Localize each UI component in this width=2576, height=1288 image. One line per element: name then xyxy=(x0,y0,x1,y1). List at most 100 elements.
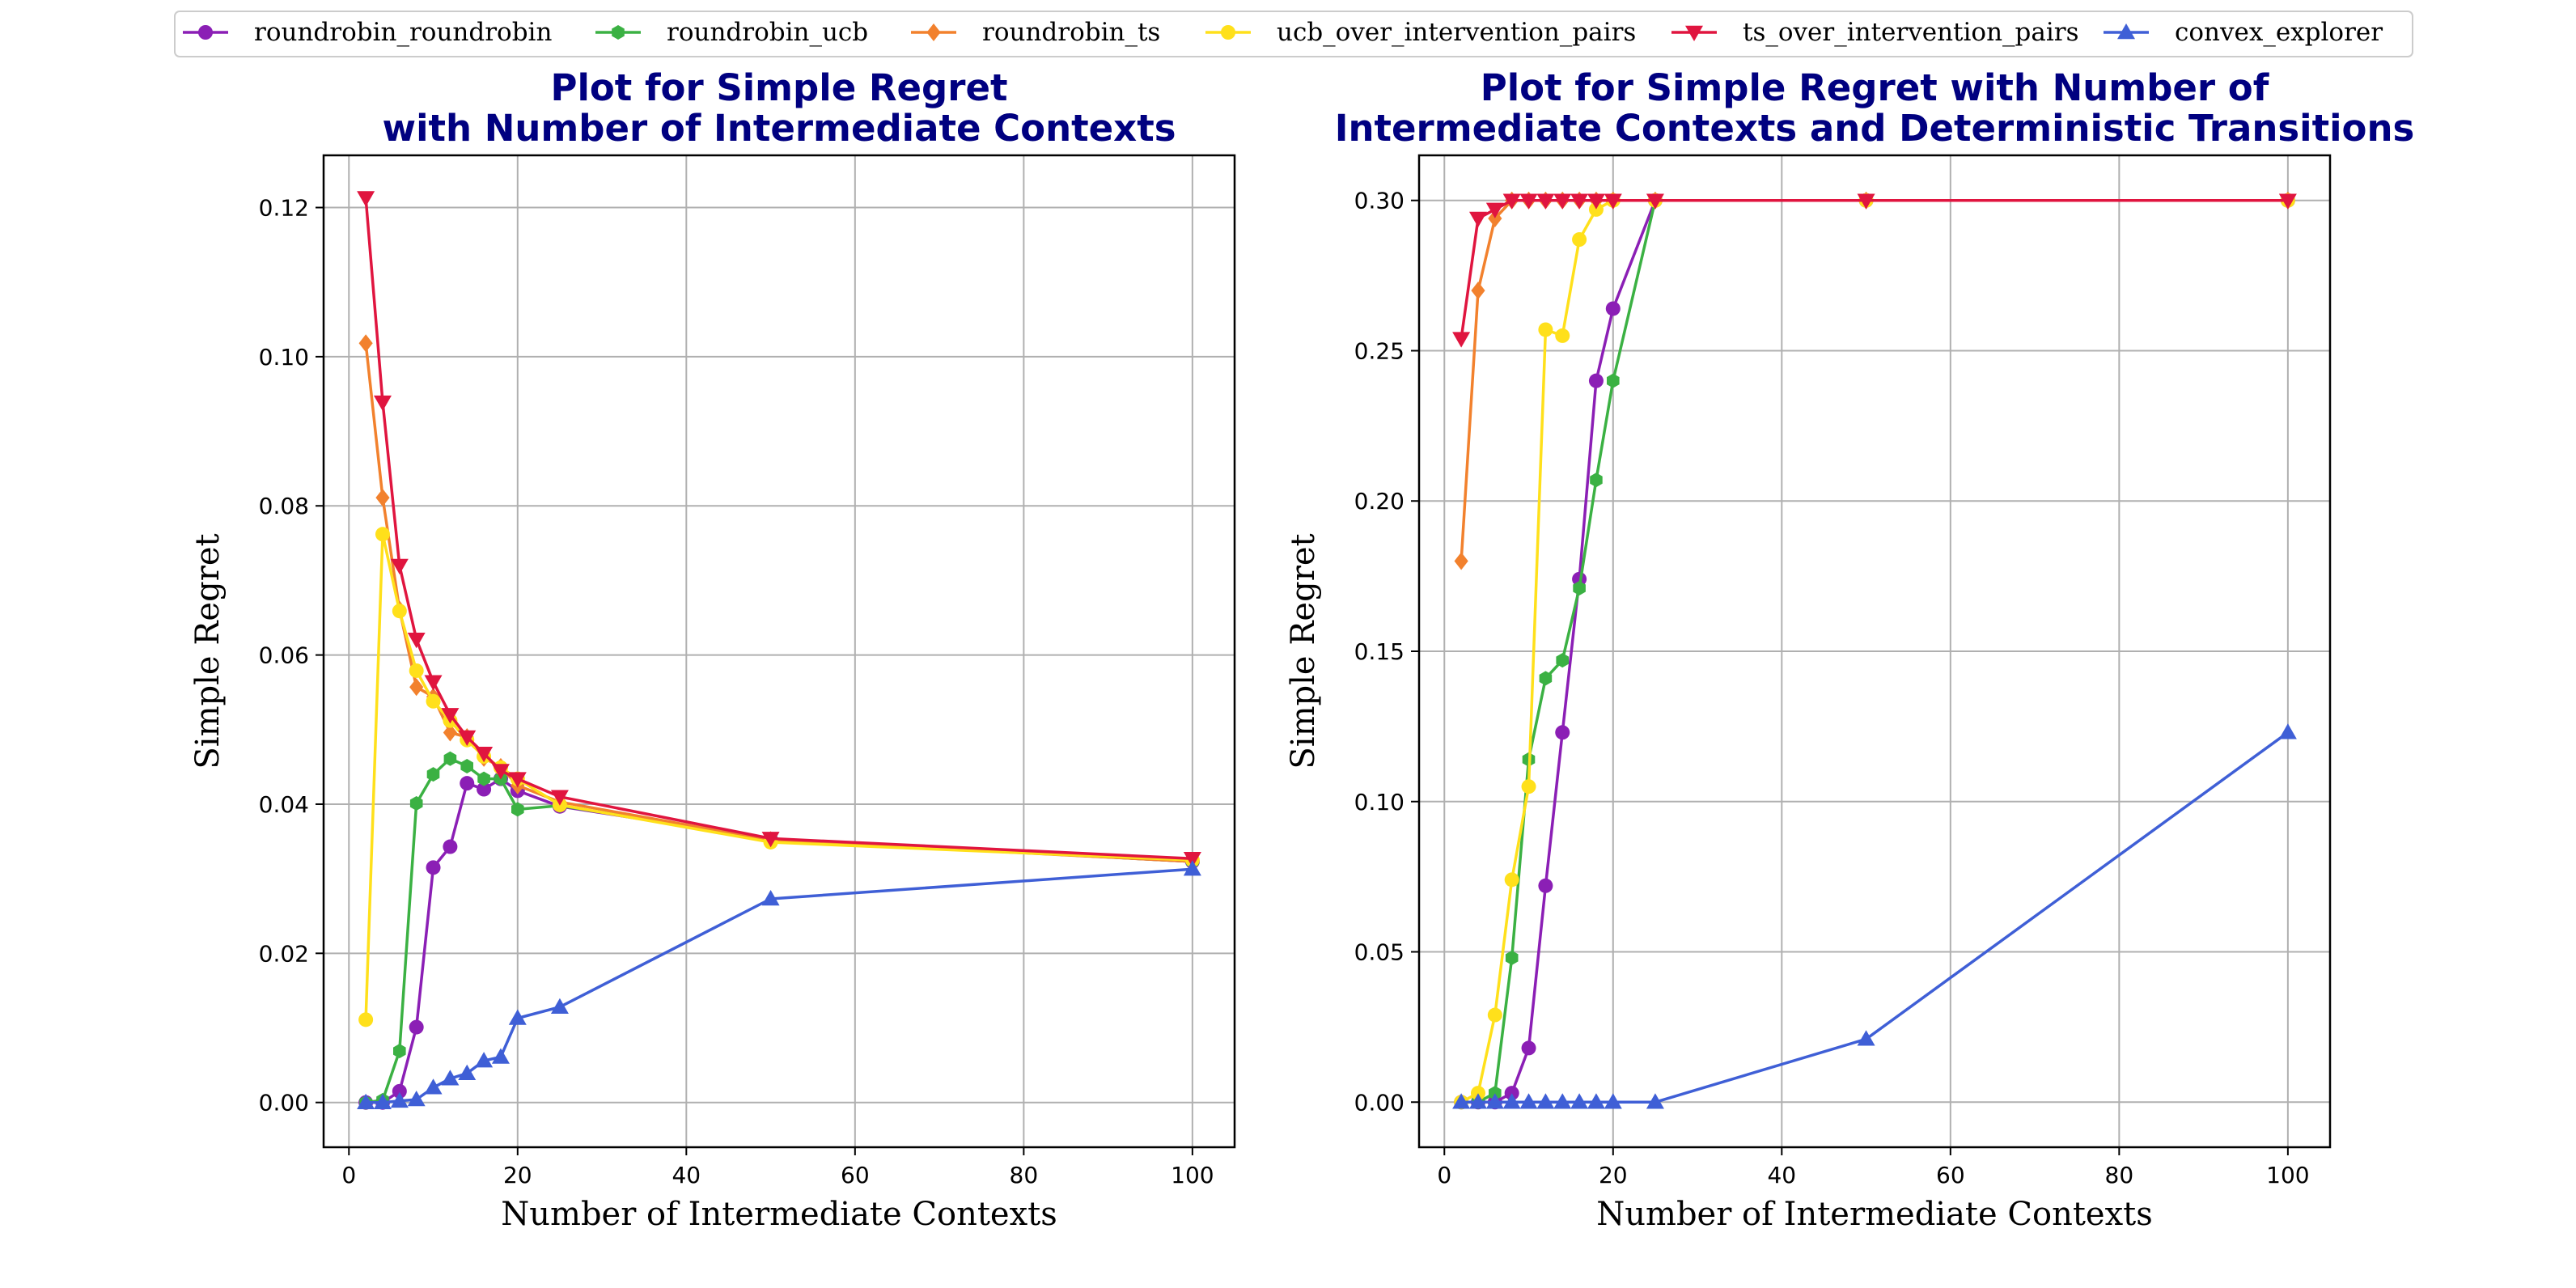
left-plot-panel: 0 20 40 60 80 100 0.00 0.02 0.04 0.06 0.08 0.10 0.12… xyxy=(189,66,1236,1233)
right-plot-y-tick-label: 0.05 xyxy=(1354,939,1405,966)
right-plot-title-line-2: Intermediate Contexts and Deterministic … xyxy=(1335,107,2415,150)
right-plot-point-convex-explorer xyxy=(1468,1093,1487,1109)
right-plot-point-ts-over-intervention-pairs xyxy=(1570,193,1589,210)
right-plot-point-roundrobin-ucb xyxy=(1539,671,1553,686)
right-plot-point-roundrobin-ts xyxy=(1471,282,1485,300)
legend-label-roundrobin-ucb: roundrobin_ucb xyxy=(667,18,868,47)
left-plot-point-ts-over-intervention-pairs xyxy=(458,730,477,747)
right-plot-point-convex-explorer xyxy=(1570,1093,1589,1109)
right-plot-panel: 0 20 40 60 80 100 0.00 0.05 0.10 0.15 0.20 0.25 0.30… xyxy=(1285,66,2414,1233)
right-plot-point-ucb-over-intervention-pairs xyxy=(1572,232,1587,248)
left-plot-point-roundrobin-ucb xyxy=(426,767,440,782)
right-plot-y-axis-label: Simple Regret xyxy=(1285,533,1322,769)
right-plot-x-tick-label: 20 xyxy=(1599,1162,1628,1188)
right-plot-point-roundrobin-roundrobin xyxy=(1538,878,1553,893)
legend-marker-roundrobin-ucb xyxy=(612,25,625,40)
left-plot-point-convex-explorer xyxy=(508,1009,527,1025)
right-plot-point-roundrobin-roundrobin xyxy=(1555,725,1570,740)
right-plot-x-tick-label: 40 xyxy=(1767,1162,1796,1188)
right-plot-point-ts-over-intervention-pairs xyxy=(1536,193,1555,210)
left-plot-point-ucb-over-intervention-pairs xyxy=(409,663,424,678)
left-plot-point-roundrobin-ts xyxy=(375,489,390,507)
right-plot-point-convex-explorer xyxy=(1536,1093,1555,1109)
legend-marker-roundrobin-roundrobin xyxy=(198,25,213,40)
right-plot-point-roundrobin-ts xyxy=(1488,210,1502,228)
right-plot-point-roundrobin-ucb xyxy=(1505,950,1519,965)
right-plot-point-ts-over-intervention-pairs xyxy=(1452,332,1471,348)
right-plot-point-ucb-over-intervention-pairs xyxy=(1538,322,1553,337)
left-plot-point-convex-explorer xyxy=(491,1048,510,1064)
right-plot-point-convex-explorer xyxy=(1587,1093,1605,1109)
right-plot-point-roundrobin-ucb xyxy=(1607,373,1620,388)
right-plot-x-axis-label: Number of Intermediate Contexts xyxy=(1596,1196,2153,1233)
legend-label-roundrobin-ts: roundrobin_ts xyxy=(982,18,1160,47)
left-plot-point-roundrobin-ts xyxy=(443,723,457,742)
left-plot-point-roundrobin-roundrobin xyxy=(460,776,475,791)
right-plot-point-roundrobin-ucb xyxy=(1556,653,1569,668)
right-plot-point-ts-over-intervention-pairs xyxy=(1519,193,1538,210)
right-plot-point-convex-explorer xyxy=(1553,1093,1572,1109)
right-plot-point-convex-explorer xyxy=(1502,1093,1521,1109)
left-plot-y-tick-label: 0.08 xyxy=(259,493,309,519)
left-plot-point-ts-over-intervention-pairs xyxy=(390,558,409,574)
right-plot-point-roundrobin-ts xyxy=(1454,552,1468,570)
right-plot-point-ts-over-intervention-pairs xyxy=(1646,193,1664,210)
left-plot-y-tick-label: 0.04 xyxy=(259,791,309,818)
left-plot-point-roundrobin-ucb xyxy=(443,751,457,766)
legend-items: roundrobin_roundrobin roundrobin_ucb round… xyxy=(183,18,2383,47)
left-plot-y-tick-label: 0.02 xyxy=(259,940,309,967)
right-plot-series-ts-over-intervention-pairs xyxy=(1452,193,2297,348)
left-plot-series xyxy=(357,191,1201,1110)
left-plot-point-ucb-over-intervention-pairs xyxy=(358,1012,374,1027)
left-plot-point-convex-explorer xyxy=(761,890,780,906)
left-plot-title-line-1: Plot for Simple Regret xyxy=(550,66,1007,109)
right-plot-point-roundrobin-ucb xyxy=(1489,1086,1502,1101)
right-plot-point-convex-explorer xyxy=(1452,1093,1471,1109)
legend-label-convex-explorer: convex_explorer xyxy=(2175,18,2383,47)
left-plot-point-roundrobin-roundrobin xyxy=(409,1019,424,1035)
right-plot-point-ts-over-intervention-pairs xyxy=(1468,211,1487,228)
left-plot-point-roundrobin-ucb xyxy=(393,1044,406,1059)
left-plot-frame xyxy=(322,154,1236,1149)
left-plot-point-roundrobin-roundrobin xyxy=(426,860,441,875)
left-plot-y-axis-label: Simple Regret xyxy=(189,533,227,769)
right-plot-point-roundrobin-roundrobin xyxy=(1521,1040,1536,1056)
left-plot-point-roundrobin-ts xyxy=(409,678,424,697)
right-plot-y-tick-label: 0.00 xyxy=(1354,1089,1405,1116)
legend-label-roundrobin-roundrobin: roundrobin_roundrobin xyxy=(254,18,552,47)
right-plot-x-tick-label: 100 xyxy=(2266,1162,2309,1188)
legend-frame xyxy=(174,11,2413,57)
left-plot-point-ts-over-intervention-pairs xyxy=(1183,852,1201,868)
right-plot-point-ucb-over-intervention-pairs xyxy=(1588,201,1604,217)
left-plot-point-ts-over-intervention-pairs xyxy=(407,633,426,649)
right-plot-x-tick-label: 0 xyxy=(1437,1162,1451,1188)
left-plot-point-ts-over-intervention-pairs xyxy=(761,832,780,848)
left-plot-title-line-2: with Number of Intermediate Contexts xyxy=(383,107,1176,150)
left-plot-series-convex-explorer xyxy=(357,860,1201,1109)
legend-marker-roundrobin-ts xyxy=(926,23,941,41)
left-plot-point-convex-explorer xyxy=(441,1070,460,1086)
right-plot-ticks: 0 20 40 60 80 100 0.00 0.05 0.10 0.15 0.20 0.25 0.30 xyxy=(1354,188,2310,1188)
left-plot-point-roundrobin-ucb xyxy=(460,759,473,773)
left-plot-point-convex-explorer xyxy=(407,1091,426,1107)
right-plot-point-convex-explorer xyxy=(1604,1093,1622,1109)
right-plot-point-convex-explorer xyxy=(1519,1093,1538,1109)
left-plot-point-ts-over-intervention-pairs xyxy=(373,395,392,412)
legend: roundrobin_roundrobin roundrobin_ucb round… xyxy=(174,11,2413,57)
legend-marker-ts-over-intervention-pairs xyxy=(1685,25,1703,41)
right-plot-point-ts-over-intervention-pairs xyxy=(1553,193,1572,210)
right-plot-point-ts-over-intervention-pairs xyxy=(1485,202,1504,218)
left-plot-point-convex-explorer xyxy=(373,1093,392,1109)
left-plot-point-ts-over-intervention-pairs xyxy=(441,708,460,724)
right-plot-point-convex-explorer xyxy=(1485,1093,1504,1109)
legend-entry-ucb-over-intervention-pairs: ucb_over_intervention_pairs xyxy=(1205,18,1636,47)
right-plot-point-roundrobin-roundrobin xyxy=(1504,1086,1519,1101)
right-plot-point-ucb-over-intervention-pairs xyxy=(1487,1007,1502,1023)
left-plot-ticks: 0 20 40 60 80 100 0.00 0.02 0.04 0.06 0.08 0.10 0.12 xyxy=(259,195,1214,1188)
left-plot-grid xyxy=(324,155,1235,1147)
left-plot-y-tick-label: 0.12 xyxy=(259,195,309,222)
legend-entry-roundrobin-ucb: roundrobin_ucb xyxy=(595,18,868,47)
left-plot-y-tick-label: 0.00 xyxy=(259,1090,309,1116)
right-plot-point-ucb-over-intervention-pairs xyxy=(1504,872,1519,888)
